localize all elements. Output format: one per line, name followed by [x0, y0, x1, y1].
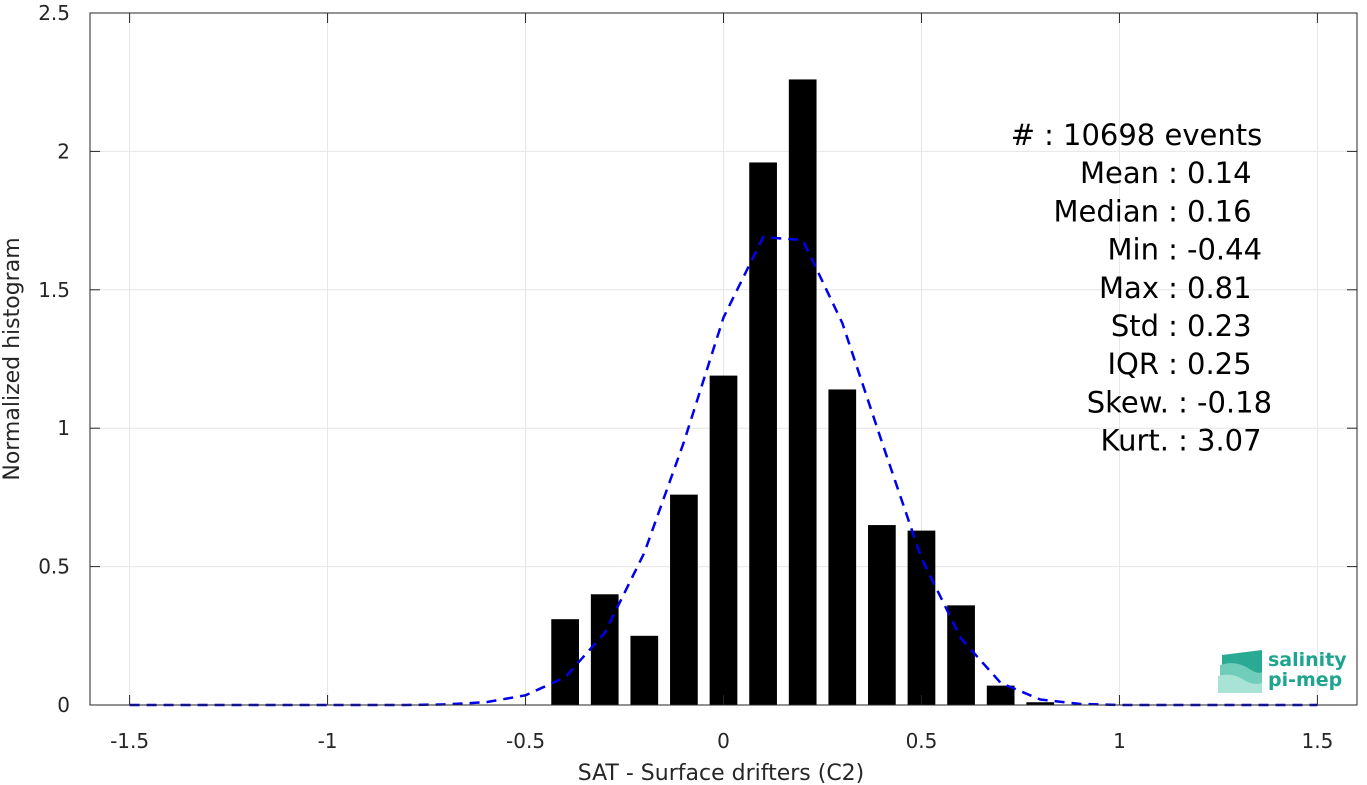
y-axis-title: Normalized histogram — [0, 237, 25, 480]
histogram-bar — [709, 375, 738, 705]
stat-separator: : — [1168, 156, 1178, 190]
stat-value: 10698 events — [1063, 118, 1262, 152]
x-tick-label: 0.5 — [906, 729, 938, 753]
stat-line: Max:0.81 — [1099, 271, 1252, 305]
x-tick-label: 1 — [1113, 729, 1126, 753]
histogram-bar — [670, 494, 698, 705]
x-tick-labels: -1.5 -1 -0.5 0 0.5 1 1.5 — [110, 729, 1333, 753]
histogram-bar — [1026, 702, 1055, 705]
histogram-bars — [551, 79, 1055, 706]
stat-label: # — [1011, 118, 1035, 152]
stat-separator: : — [1178, 385, 1188, 419]
x-tick-label: 0 — [717, 729, 730, 753]
stat-separator: : — [1168, 194, 1178, 228]
axis-ticks — [90, 12, 1357, 706]
histogram-bar — [868, 525, 896, 705]
stat-label: IQR — [1107, 347, 1159, 381]
stat-value: 0.25 — [1187, 347, 1252, 381]
stat-label: Min — [1108, 233, 1159, 267]
y-tick-label: 1.5 — [38, 278, 70, 302]
logo-text-line1: salinity — [1268, 649, 1347, 671]
stat-line: Std:0.23 — [1111, 309, 1252, 343]
y-tick-label: 0 — [57, 693, 70, 717]
histogram-bar — [947, 605, 975, 705]
stat-value: 3.07 — [1197, 424, 1262, 458]
logo-text-line2: pi-mep — [1268, 669, 1342, 691]
stat-line: #:10698 events — [1011, 118, 1263, 152]
stat-separator: : — [1044, 118, 1054, 152]
stat-line: IQR:0.25 — [1107, 347, 1251, 381]
stat-value: 0.23 — [1187, 309, 1252, 343]
stat-line: Mean:0.14 — [1080, 156, 1252, 190]
histogram-bar — [828, 389, 857, 705]
stat-value: 0.16 — [1187, 194, 1252, 228]
y-tick-label: 1 — [57, 416, 70, 440]
histogram-bar — [630, 635, 659, 705]
stat-separator: : — [1168, 271, 1178, 305]
stat-label: Skew. — [1087, 385, 1169, 419]
stat-separator: : — [1168, 309, 1178, 343]
y-tick-label: 0.5 — [38, 555, 70, 579]
stat-label: Mean — [1080, 156, 1159, 190]
stat-separator: : — [1168, 233, 1178, 267]
stat-separator: : — [1168, 347, 1178, 381]
logo-mark-icon — [1218, 650, 1262, 693]
y-tick-labels: 0 0.5 1 1.5 2 2.5 — [38, 1, 70, 717]
stat-line: Skew.: -0.18 — [1087, 385, 1272, 419]
stat-value: 0.81 — [1187, 271, 1252, 305]
stat-label: Kurt. — [1101, 424, 1169, 458]
x-tick-label: -1 — [318, 729, 338, 753]
stat-label: Std — [1111, 309, 1159, 343]
stat-value: -0.44 — [1187, 233, 1262, 267]
histogram-bar — [788, 79, 817, 705]
histogram-bar — [551, 619, 579, 705]
x-axis-title: SAT - Surface drifters (C2) — [578, 761, 865, 785]
stat-label: Median — [1054, 194, 1159, 228]
x-tick-label: -1.5 — [110, 729, 149, 753]
y-tick-label: 2.5 — [38, 1, 70, 25]
histogram-bar — [907, 530, 936, 705]
stat-value: 0.14 — [1187, 156, 1252, 190]
salinity-pi-mep-logo: salinity pi-mep — [1218, 649, 1347, 693]
stat-value: -0.18 — [1197, 385, 1272, 419]
stat-line: Min: -0.44 — [1108, 233, 1263, 267]
histogram-bar — [749, 162, 777, 706]
stat-separator: : — [1178, 424, 1188, 458]
y-tick-label: 2 — [57, 139, 70, 163]
histogram-bar — [986, 685, 1015, 705]
stat-line: Median:0.16 — [1054, 194, 1252, 228]
x-tick-label: 1.5 — [1302, 729, 1334, 753]
x-tick-label: -0.5 — [506, 729, 545, 753]
stat-line: Kurt.:3.07 — [1101, 424, 1262, 458]
stat-label: Max — [1099, 271, 1159, 305]
histogram-bar — [590, 594, 619, 705]
